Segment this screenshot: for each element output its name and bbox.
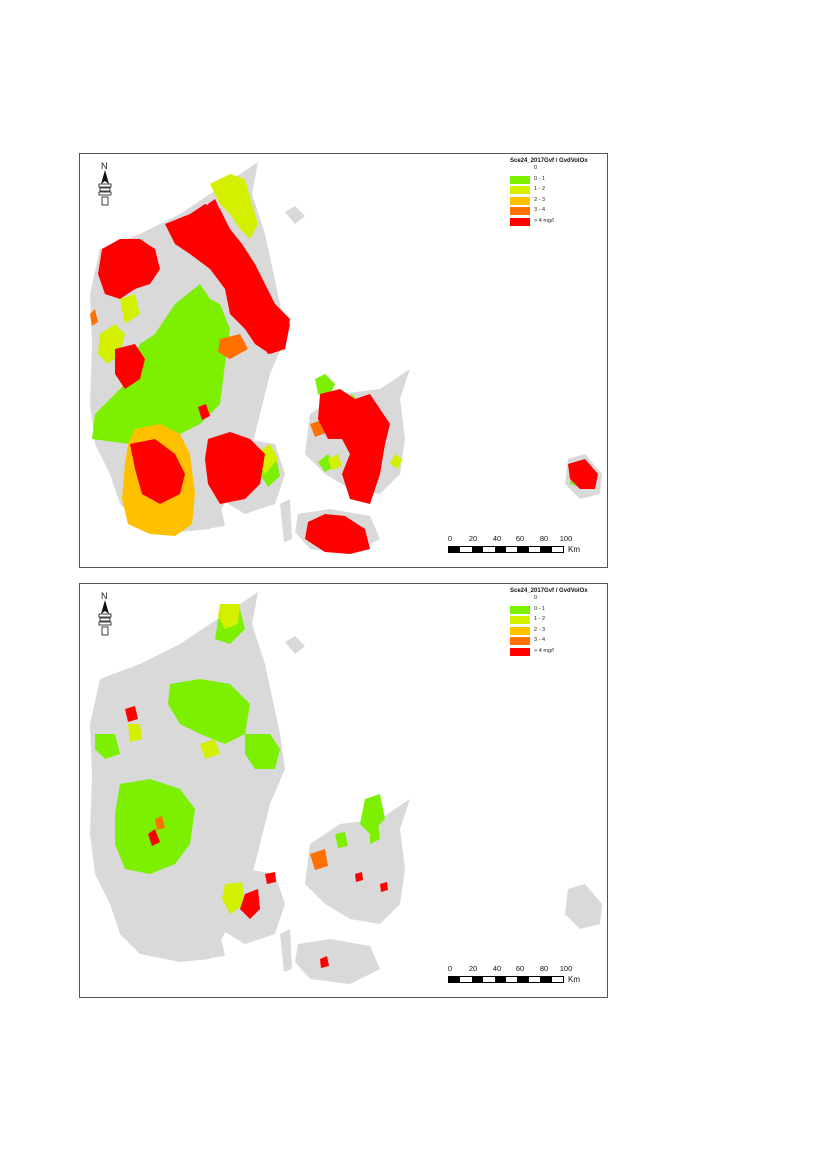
legend-label: > 4 mg/l [534, 217, 554, 224]
legend-item: 2 - 3 [510, 196, 605, 207]
north-label: N [101, 591, 108, 601]
scale-unit: Km [568, 545, 580, 554]
class-0-1-areas [95, 609, 385, 874]
north-arrow: N [95, 590, 115, 638]
scale-tick-label: 100 [559, 964, 573, 973]
legend-item: 0 [510, 164, 605, 175]
class-3-4-areas [155, 816, 328, 870]
scale-tick-label: 40 [492, 964, 502, 973]
legend-item: 1 - 2 [510, 615, 605, 626]
legend-label: 1 - 2 [534, 186, 546, 192]
scale-bar-segments [448, 976, 564, 983]
legend-label: > 4 mg/l [534, 647, 554, 654]
scale-tick-label: 80 [539, 534, 549, 543]
legend-item: > 4 mg/l [510, 647, 605, 658]
legend-swatch [510, 207, 530, 215]
scale-ticks: 0 20 40 60 80 100 [448, 964, 578, 973]
legend-item: 0 - 1 [510, 175, 605, 186]
class-gt4-areas [125, 706, 388, 968]
scale-tick-label: 100 [559, 534, 573, 543]
legend-label: 2 - 3 [534, 626, 546, 633]
legend-swatch [510, 196, 530, 205]
north-arrow-icon: N [98, 161, 112, 206]
scale-unit: Km [568, 975, 580, 984]
legend-label: 1 - 2 [534, 616, 546, 622]
legend-label: 0 [534, 165, 538, 171]
legend-item: 1 - 2 [510, 185, 605, 196]
scale-ticks: 0 20 40 60 80 100 [448, 534, 578, 543]
legend-item: > 4 mg/l [510, 217, 605, 228]
legend-swatch [510, 605, 530, 614]
legend-swatch [510, 626, 530, 635]
denmark-map-top [90, 162, 602, 554]
legend-item: 0 [510, 594, 605, 605]
scale-bar: 0 20 40 60 80 100 Km [448, 534, 588, 560]
north-arrow-icon: N [98, 591, 112, 636]
legend-swatch [510, 175, 530, 184]
scale-tick-label: 80 [539, 964, 549, 973]
legend: Sce24_2017Gvf / GvdVolOx 0 0 - 1 1 - 2 2… [510, 158, 605, 227]
legend-item: 0 - 1 [510, 605, 605, 616]
legend-swatch [510, 186, 530, 194]
legend-label: 2 - 3 [534, 196, 546, 203]
legend-label: 0 [534, 595, 538, 601]
scale-tick-label: 0 [447, 534, 453, 543]
legend-label: 3 - 4 [534, 207, 546, 213]
map-panel-bottom: N Sce24_2017Gvf / GvdVolOx 0 0 - 1 1 - 2… [79, 583, 608, 998]
scale-tick-label: 60 [515, 534, 525, 543]
legend-swatch [510, 616, 530, 624]
legend-label: 3 - 4 [534, 637, 546, 643]
legend: Sce24_2017Gvf / GvdVolOx 0 0 - 1 1 - 2 2… [510, 588, 605, 657]
class-gt4-areas [98, 199, 598, 554]
legend-swatch [510, 217, 530, 226]
legend-title: Sce24_2017Gvf / GvdVolOx [510, 158, 588, 164]
scale-bar: 0 20 40 60 80 100 Km [448, 964, 588, 990]
north-label: N [101, 161, 108, 171]
legend-items: 0 0 - 1 1 - 2 2 - 3 3 - 4 > 4 mg/l [510, 164, 605, 227]
legend-label: 0 - 1 [534, 605, 546, 612]
legend-label: 0 - 1 [534, 175, 546, 182]
legend-items: 0 0 - 1 1 - 2 2 - 3 3 - 4 > 4 mg/l [510, 594, 605, 657]
legend-item: 2 - 3 [510, 626, 605, 637]
denmark-map-bottom [90, 592, 602, 984]
legend-item: 3 - 4 [510, 636, 605, 647]
north-arrow: N [95, 160, 115, 208]
scale-tick-label: 60 [515, 964, 525, 973]
legend-swatch [510, 647, 530, 656]
legend-item: 3 - 4 [510, 206, 605, 217]
legend-swatch [510, 165, 530, 173]
scale-tick-label: 40 [492, 534, 502, 543]
map-panel-top: N Sce24_2017Gvf / GvdVolOx 0 0 - 1 1 - 2… [79, 153, 608, 568]
scale-bar-segments [448, 546, 564, 553]
scale-tick-label: 20 [468, 964, 478, 973]
legend-swatch [510, 637, 530, 645]
scale-tick-label: 20 [468, 534, 478, 543]
legend-swatch [510, 595, 530, 603]
class-1-2-areas [128, 604, 245, 914]
legend-title: Sce24_2017Gvf / GvdVolOx [510, 588, 588, 594]
scale-tick-label: 0 [447, 964, 453, 973]
